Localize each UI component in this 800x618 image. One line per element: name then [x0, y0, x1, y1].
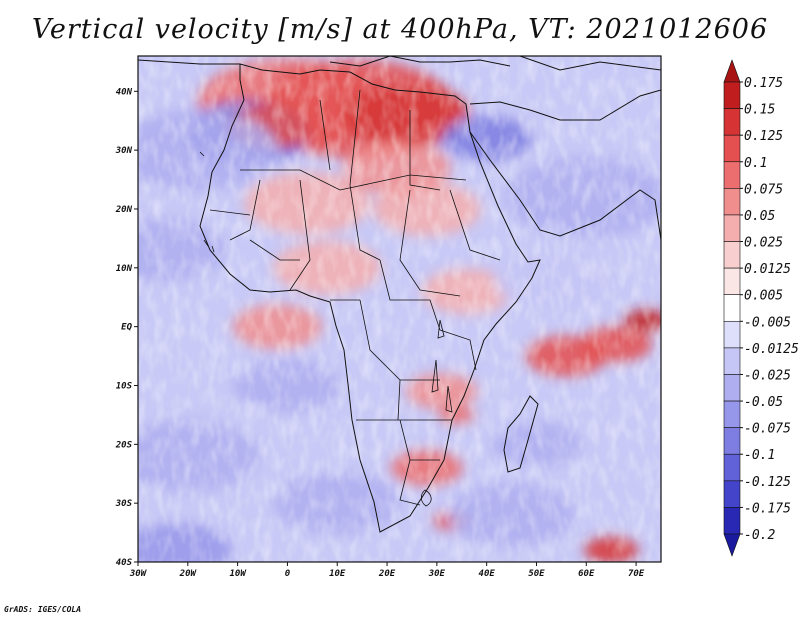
colorbar-label-11: -0.025 [744, 368, 791, 383]
colorbar-label-7: 0.0125 [744, 262, 791, 277]
colorbar-label-13: -0.075 [744, 422, 791, 437]
colorbar-swatch-10 [723, 320, 741, 349]
colorbar-label-8: 0.005 [744, 289, 783, 304]
y-tick-label-3: 10N [116, 264, 133, 274]
x-tick-label-3: 0 [285, 569, 291, 579]
x-tick-label-1: 20W [179, 569, 198, 579]
map-title: Vertical velocity [m/s] at 400hPa, VT: 2… [31, 14, 769, 45]
colorbar-swatch-9 [723, 294, 741, 322]
country-borders [209, 89, 501, 506]
colorbar-label-9: -0.005 [744, 315, 791, 330]
colorbar-swatch-18 [723, 533, 741, 557]
colorbar: 0.175 0.15 0.125 0.1 0.075 0.05 0.025 0.0125 0.0… [723, 59, 799, 557]
y-tick-label-8: 40S [116, 558, 133, 568]
x-tick-label-9: 60E [578, 569, 595, 579]
x-tick-label-2: 10W [229, 569, 247, 579]
plot-frame [137, 55, 662, 563]
colorbar-swatch-4 [723, 161, 741, 189]
colorbar-swatch-14 [723, 427, 741, 455]
y-tick-label-2: 20N [115, 205, 133, 215]
y-tick-label-1: 30N [115, 146, 133, 156]
axis-ticks: 30W 20W 10W 0 10E 20E 30E 40E 50E 60E 70E 40N 30N 20N… [115, 87, 645, 579]
colorbar-swatch-11 [723, 347, 741, 375]
y-tick-label-7: 30S [115, 499, 133, 509]
plot-area [138, 56, 661, 562]
colorbar-swatch-16 [723, 480, 741, 508]
colorbar-swatch-8 [723, 267, 741, 296]
colorbar-label-6: 0.025 [744, 236, 783, 251]
colorbar-swatch-15 [723, 453, 741, 482]
x-tick-label-5: 20E [378, 569, 396, 579]
colorbar-label-0: 0.175 [744, 76, 783, 91]
madagascar-coastline [503, 395, 539, 473]
colorbar-swatch-2 [723, 108, 741, 136]
y-tick-label-0: 40N [116, 87, 133, 97]
colorbar-swatch-12 [723, 374, 741, 402]
x-tick-label-8: 50E [528, 569, 545, 579]
lakes-and-islands [199, 151, 453, 507]
y-tick-label-4: EQ [121, 323, 132, 333]
colorbar-swatch-13 [723, 400, 741, 428]
colorbar-swatch-17 [723, 507, 741, 535]
colorbar-swatch-0 [723, 59, 741, 83]
x-tick-label-0: 30W [129, 569, 148, 579]
colorbar-label-2: 0.125 [744, 129, 783, 144]
colorbar-label-12: -0.05 [744, 395, 783, 410]
colorbar-label-14: -0.1 [744, 448, 775, 463]
coastlines-and-borders [138, 56, 661, 533]
colorbar-swatch-1 [723, 81, 741, 109]
colorbar-label-16: -0.175 [744, 501, 791, 516]
grads-credit: GrADS: IGES/COLA [4, 605, 82, 614]
europe-coastline [138, 56, 661, 71]
colorbar-label-3: 0.1 [744, 156, 767, 171]
colorbar-swatch-5 [723, 188, 741, 216]
colorbar-label-4: 0.075 [744, 182, 783, 197]
colorbar-swatch-3 [723, 134, 741, 163]
colorbar-label-15: -0.125 [744, 475, 791, 490]
colorbar-label-1: 0.15 [744, 103, 775, 118]
x-tick-label-6: 30E [428, 569, 446, 579]
colorbar-label-17: -0.2 [744, 528, 775, 543]
colorbar-label-10: -0.0125 [744, 342, 799, 357]
colorbar-label-5: 0.05 [744, 209, 775, 224]
x-tick-label-10: 70E [628, 569, 645, 579]
y-tick-label-6: 20S [115, 440, 133, 450]
x-tick-label-7: 40E [479, 569, 496, 579]
x-tick-label-4: 10E [329, 569, 346, 579]
arabia-coastline [469, 89, 661, 241]
colorbar-swatch-6 [723, 214, 741, 242]
field-texture [138, 56, 661, 562]
y-tick-label-5: 10S [116, 381, 133, 391]
colorbar-swatch-7 [723, 241, 741, 269]
africa-coastline [199, 63, 541, 533]
